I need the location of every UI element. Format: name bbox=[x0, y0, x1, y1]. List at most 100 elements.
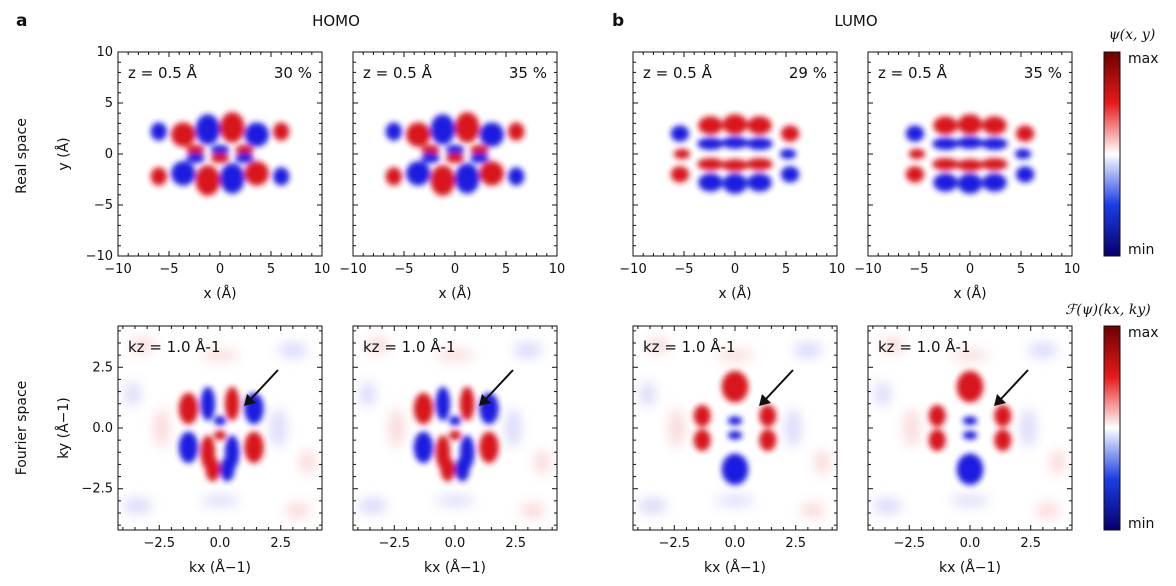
x-tick-label: −2.5 bbox=[143, 536, 175, 551]
panel-percentage: 35 % bbox=[509, 64, 547, 82]
orbital-lobe bbox=[479, 122, 504, 147]
orbital-lobe bbox=[430, 114, 456, 145]
orbital-lobe bbox=[508, 122, 525, 141]
heatmap-panel-8: −2.5 0.0 2.5 kx (Å−1) kz = 1.0 Å-1 bbox=[867, 325, 1073, 576]
heatmap-panel-1: −10 −5 0 5 10 −10 −5 0 5 10 x (Å) y (Å) z = 0.5 Å 30 … bbox=[55, 45, 330, 302]
x-tick-label: −5 bbox=[674, 262, 693, 277]
x-tick-label: 5 bbox=[267, 262, 275, 277]
orbital-lobe bbox=[244, 122, 269, 147]
x-tick-label: 2.5 bbox=[785, 536, 806, 551]
orbital-lobe bbox=[759, 404, 777, 427]
row-label-fourier-space: Fourier space bbox=[14, 381, 30, 476]
texture-blob bbox=[872, 498, 903, 513]
texture-blob bbox=[715, 496, 755, 506]
orbital-lobe bbox=[195, 165, 220, 196]
orbital-lobe bbox=[956, 453, 984, 486]
y-tick-label: 0.0 bbox=[92, 421, 113, 436]
x-axis-label: kx (Å−1) bbox=[189, 559, 251, 576]
x-tick-label: 0.0 bbox=[210, 536, 231, 551]
panel-letter-b: b bbox=[612, 11, 624, 31]
texture-blob bbox=[715, 350, 755, 360]
texture-blob bbox=[271, 408, 286, 448]
lobe-group bbox=[693, 370, 777, 486]
heatmap-panel-4: −10 −5 0 5 10 x (Å) z = 0.5 Å 35 % bbox=[854, 51, 1080, 302]
texture-blob bbox=[360, 381, 375, 407]
arrow-head bbox=[994, 394, 1006, 406]
panel-percentage: 35 % bbox=[1024, 64, 1062, 82]
orbital-lobe bbox=[421, 152, 440, 164]
orbital-lobe bbox=[413, 431, 434, 464]
orbital-lobe bbox=[933, 173, 958, 192]
panel-annotation: z = 0.5 Å bbox=[363, 63, 433, 82]
texture-blob bbox=[875, 381, 890, 407]
orbital-lobe bbox=[908, 148, 926, 160]
orbital-lobe bbox=[981, 158, 1008, 171]
orbital-lobes bbox=[670, 114, 800, 194]
lobe-group bbox=[905, 114, 1035, 194]
colorbar-real-gradient bbox=[1103, 51, 1121, 257]
x-tick-label: −5 bbox=[159, 262, 178, 277]
panel-annotation: kz = 1.0 Å-1 bbox=[128, 337, 221, 356]
orbital-lobe bbox=[962, 430, 978, 440]
orbital-lobe bbox=[759, 429, 777, 452]
colorbar-fourier-gradient bbox=[1103, 325, 1121, 531]
texture-blob bbox=[786, 408, 801, 448]
x-tick-label: 0.0 bbox=[960, 536, 981, 551]
y-axis-label: ky (Å−1) bbox=[55, 397, 72, 458]
arrow-head bbox=[244, 394, 256, 406]
orbital-lobe bbox=[244, 431, 264, 464]
x-tick-label: 10 bbox=[314, 262, 331, 277]
orbital-lobe bbox=[981, 137, 1008, 150]
x-tick-label: −2.5 bbox=[893, 536, 925, 551]
lobe-group bbox=[150, 112, 290, 196]
orbital-lobe bbox=[150, 167, 167, 186]
orbital-lobe bbox=[697, 158, 724, 171]
heatmap-panel-5: −2.5 0.0 2.5 −2.5 0.0 2.5 kx (Å−1) ky (Å−1) kz =… bbox=[55, 325, 323, 576]
orbital-lobe bbox=[435, 386, 451, 421]
orbital-lobe bbox=[448, 430, 462, 441]
orbital-lobe bbox=[693, 429, 711, 452]
orbital-lobe bbox=[932, 158, 959, 171]
texture-blob bbox=[637, 498, 668, 513]
y-tick-label: −5 bbox=[94, 198, 113, 213]
texture-blob bbox=[300, 449, 315, 475]
x-tick-label: −2.5 bbox=[658, 536, 690, 551]
panel-annotation: z = 0.5 Å bbox=[128, 63, 198, 82]
texture-blob bbox=[669, 408, 684, 448]
y-tick-label: 5 bbox=[105, 96, 113, 111]
y-tick-label: −10 bbox=[86, 249, 113, 264]
orbital-lobe bbox=[721, 159, 749, 172]
colorbar-real-min: min bbox=[1128, 242, 1154, 258]
orbital-lobe bbox=[455, 112, 480, 143]
colorbar-fourier-max: max bbox=[1128, 325, 1159, 341]
colorbar-fourier-title: ℱ(ψ)(kx, ky) bbox=[1065, 302, 1151, 318]
orbital-lobe bbox=[455, 163, 480, 194]
orbital-lobe bbox=[747, 173, 772, 192]
orbital-lobe bbox=[994, 404, 1012, 427]
texture-blob bbox=[125, 381, 140, 407]
orbital-lobes bbox=[357, 338, 550, 518]
texture-blob bbox=[389, 408, 405, 448]
orbital-lobe bbox=[413, 392, 434, 425]
orbital-lobe bbox=[440, 457, 456, 482]
orbital-lobe bbox=[385, 167, 402, 186]
orbital-lobe bbox=[905, 125, 925, 142]
orbital-lobe bbox=[448, 415, 462, 426]
orbital-lobe bbox=[178, 431, 199, 464]
lobe-group bbox=[385, 112, 525, 196]
orbital-lobe bbox=[698, 173, 723, 192]
lobe-group bbox=[670, 114, 800, 194]
texture-blob bbox=[278, 343, 308, 358]
x-tick-label: 2.5 bbox=[270, 536, 291, 551]
orbital-lobes bbox=[872, 338, 1065, 518]
texture-blob bbox=[365, 338, 390, 353]
orbital-lobes bbox=[385, 112, 525, 196]
x-axis-label: x (Å) bbox=[718, 285, 751, 302]
x-tick-label: 10 bbox=[829, 262, 846, 277]
colorbar-real: ψ(x, y) max min bbox=[1103, 27, 1159, 258]
orbital-lobe bbox=[171, 161, 196, 186]
texture-blob bbox=[130, 338, 155, 353]
x-tick-label: 5 bbox=[502, 262, 510, 277]
texture-blob bbox=[506, 408, 521, 448]
texture-blob bbox=[815, 449, 830, 475]
